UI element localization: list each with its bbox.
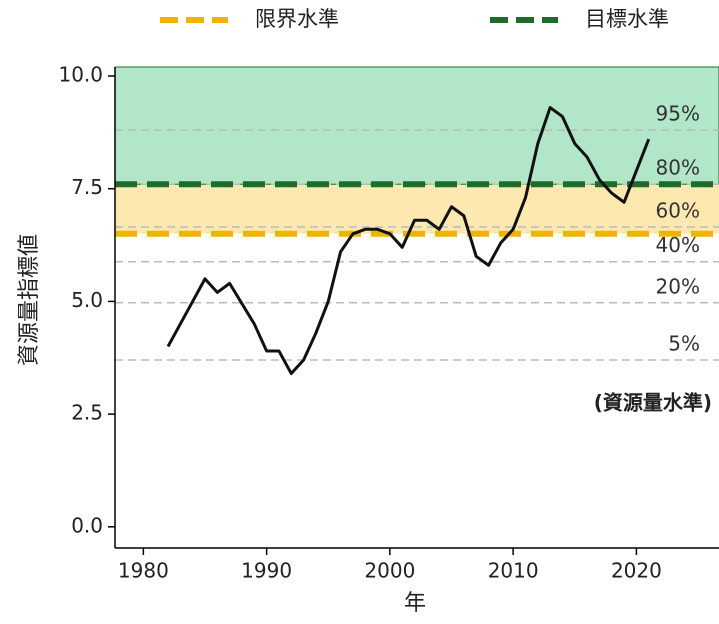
x-tick-label: 1990 [241, 559, 292, 583]
percentile-label: 40% [656, 233, 700, 257]
percentile-label: 5% [668, 332, 700, 356]
annotation: (資源量水準) [594, 391, 712, 415]
level-band [115, 184, 719, 234]
percentile-label: 80% [656, 156, 700, 180]
percentile-label: 60% [656, 199, 700, 223]
y-tick-label: 0.0 [71, 513, 103, 537]
x-axis-label: 年 [404, 591, 426, 616]
legend-label: 目標水準 [585, 7, 669, 31]
x-tick-label: 2000 [364, 559, 415, 583]
percentile-label: 95% [656, 102, 700, 126]
x-tick-label: 1980 [118, 559, 169, 583]
x-tick-label: 2020 [611, 559, 662, 583]
y-tick-label: 5.0 [71, 288, 103, 312]
data-line [166, 106, 651, 376]
percentile-label: 20% [656, 274, 700, 298]
y-tick-label: 10.0 [58, 63, 103, 87]
level-band [114, 66, 719, 185]
x-tick-label: 2010 [488, 559, 539, 583]
y-tick-label: 2.5 [71, 401, 103, 425]
y-tick-label: 7.5 [71, 175, 103, 199]
y-axis-label: 資源量指標値 [17, 234, 42, 366]
legend-label: 限界水準 [255, 7, 339, 31]
